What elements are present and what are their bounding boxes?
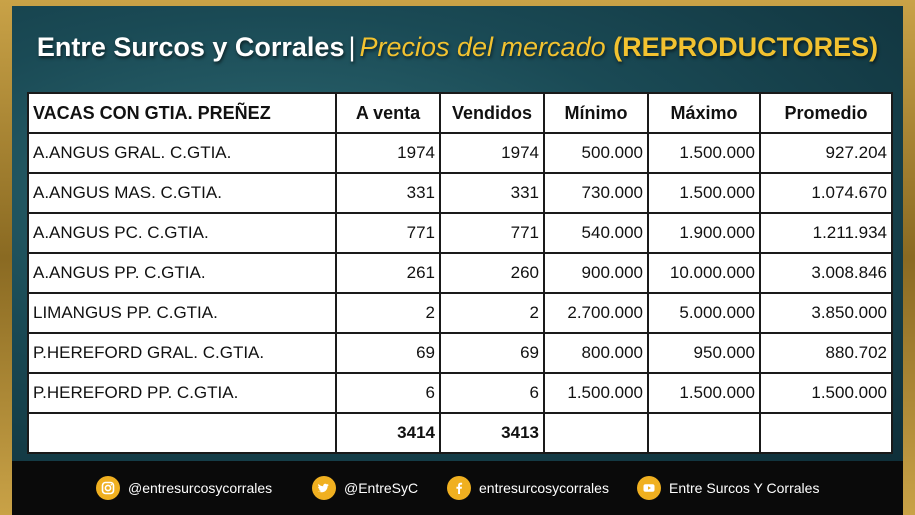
page-title: Entre Surcos y Corrales | Precios del merc… xyxy=(0,32,915,63)
cell-avg: 3.008.846 xyxy=(759,252,893,294)
cell-min: 2.700.000 xyxy=(543,292,649,334)
totals-row: 3414 3413 xyxy=(27,412,893,454)
col-header-max: Máximo xyxy=(647,92,761,134)
twitter-handle: @EntreSyC xyxy=(344,480,419,496)
youtube-channel: Entre Surcos Y Corrales xyxy=(669,480,820,496)
cell-total-label xyxy=(27,412,337,454)
cell-max: 950.000 xyxy=(647,332,761,374)
cell-category: P.HEREFORD PP. C.GTIA. xyxy=(27,372,337,414)
table-row: A.ANGUS GRAL. C.GTIA. 1974 1974 500.000 … xyxy=(27,132,893,174)
cell-min: 500.000 xyxy=(543,132,649,174)
cell-total-avg xyxy=(759,412,893,454)
cell-category: A.ANGUS GRAL. C.GTIA. xyxy=(27,132,337,174)
cell-min: 730.000 xyxy=(543,172,649,214)
cell-sold: 331 xyxy=(439,172,545,214)
cell-category: A.ANGUS PC. C.GTIA. xyxy=(27,212,337,254)
instagram-handle: @entresurcosycorrales xyxy=(128,480,273,496)
cell-category: A.ANGUS MAS. C.GTIA. xyxy=(27,172,337,214)
col-header-avg: Promedio xyxy=(759,92,893,134)
cell-avg: 927.204 xyxy=(759,132,893,174)
title-main: Entre Surcos y Corrales xyxy=(36,32,345,62)
cell-min: 540.000 xyxy=(543,212,649,254)
cell-total-sold: 3413 xyxy=(439,412,545,454)
col-header-sold: Vendidos xyxy=(439,92,545,134)
cell-avg: 880.702 xyxy=(759,332,893,374)
cell-total-min xyxy=(543,412,649,454)
cell-category: P.HEREFORD GRAL. C.GTIA. xyxy=(27,332,337,374)
cell-avg: 1.500.000 xyxy=(759,372,893,414)
cell-for-sale: 331 xyxy=(335,172,441,214)
table-row: P.HEREFORD PP. C.GTIA. 6 6 1.500.000 1.5… xyxy=(27,372,893,414)
cell-for-sale: 69 xyxy=(335,332,441,374)
cell-min: 1.500.000 xyxy=(543,372,649,414)
cell-min: 900.000 xyxy=(543,252,649,294)
title-category: (REPRODUCTORES) xyxy=(613,32,879,62)
cell-min: 800.000 xyxy=(543,332,649,374)
cell-sold: 1974 xyxy=(439,132,545,174)
cell-sold: 69 xyxy=(439,332,545,374)
cell-max: 1.900.000 xyxy=(647,212,761,254)
cell-max: 1.500.000 xyxy=(647,372,761,414)
cell-for-sale: 2 xyxy=(335,292,441,334)
cell-max: 1.500.000 xyxy=(647,172,761,214)
instagram-link[interactable]: @entresurcosycorrales xyxy=(96,475,272,501)
twitter-link[interactable]: @EntreSyC xyxy=(312,475,418,501)
cell-for-sale: 6 xyxy=(335,372,441,414)
cell-sold: 260 xyxy=(439,252,545,294)
table-row: LIMANGUS PP. C.GTIA. 2 2 2.700.000 5.000… xyxy=(27,292,893,334)
table-row: A.ANGUS PP. C.GTIA. 261 260 900.000 10.0… xyxy=(27,252,893,294)
facebook-page: entresurcosycorrales xyxy=(479,480,609,496)
price-table: VACAS CON GTIA. PREÑEZ A venta Vendidos … xyxy=(27,92,893,454)
cell-for-sale: 771 xyxy=(335,212,441,254)
twitter-icon xyxy=(312,476,336,500)
cell-for-sale: 1974 xyxy=(335,132,441,174)
col-header-for-sale: A venta xyxy=(335,92,441,134)
youtube-link[interactable]: Entre Surcos Y Corrales xyxy=(637,475,819,501)
cell-for-sale: 261 xyxy=(335,252,441,294)
cell-sold: 2 xyxy=(439,292,545,334)
col-header-category: VACAS CON GTIA. PREÑEZ xyxy=(27,92,337,134)
table-row: A.ANGUS MAS. C.GTIA. 331 331 730.000 1.5… xyxy=(27,172,893,214)
cell-avg: 3.850.000 xyxy=(759,292,893,334)
facebook-icon xyxy=(447,476,471,500)
col-header-min: Mínimo xyxy=(543,92,649,134)
table-row: A.ANGUS PC. C.GTIA. 771 771 540.000 1.90… xyxy=(27,212,893,254)
table-header-row: VACAS CON GTIA. PREÑEZ A venta Vendidos … xyxy=(27,92,893,134)
title-subtitle: Precios del mercado xyxy=(359,32,606,62)
cell-max: 1.500.000 xyxy=(647,132,761,174)
cell-max: 5.000.000 xyxy=(647,292,761,334)
cell-avg: 1.074.670 xyxy=(759,172,893,214)
table-row: P.HEREFORD GRAL. C.GTIA. 69 69 800.000 9… xyxy=(27,332,893,374)
cell-total-for-sale: 3414 xyxy=(335,412,441,454)
cell-total-max xyxy=(647,412,761,454)
cell-sold: 771 xyxy=(439,212,545,254)
instagram-icon xyxy=(96,476,120,500)
cell-sold: 6 xyxy=(439,372,545,414)
youtube-icon xyxy=(637,476,661,500)
title-separator: | xyxy=(348,32,356,62)
facebook-link[interactable]: entresurcosycorrales xyxy=(447,475,609,501)
cell-avg: 1.211.934 xyxy=(759,212,893,254)
cell-max: 10.000.000 xyxy=(647,252,761,294)
cell-category: A.ANGUS PP. C.GTIA. xyxy=(27,252,337,294)
cell-category: LIMANGUS PP. C.GTIA. xyxy=(27,292,337,334)
